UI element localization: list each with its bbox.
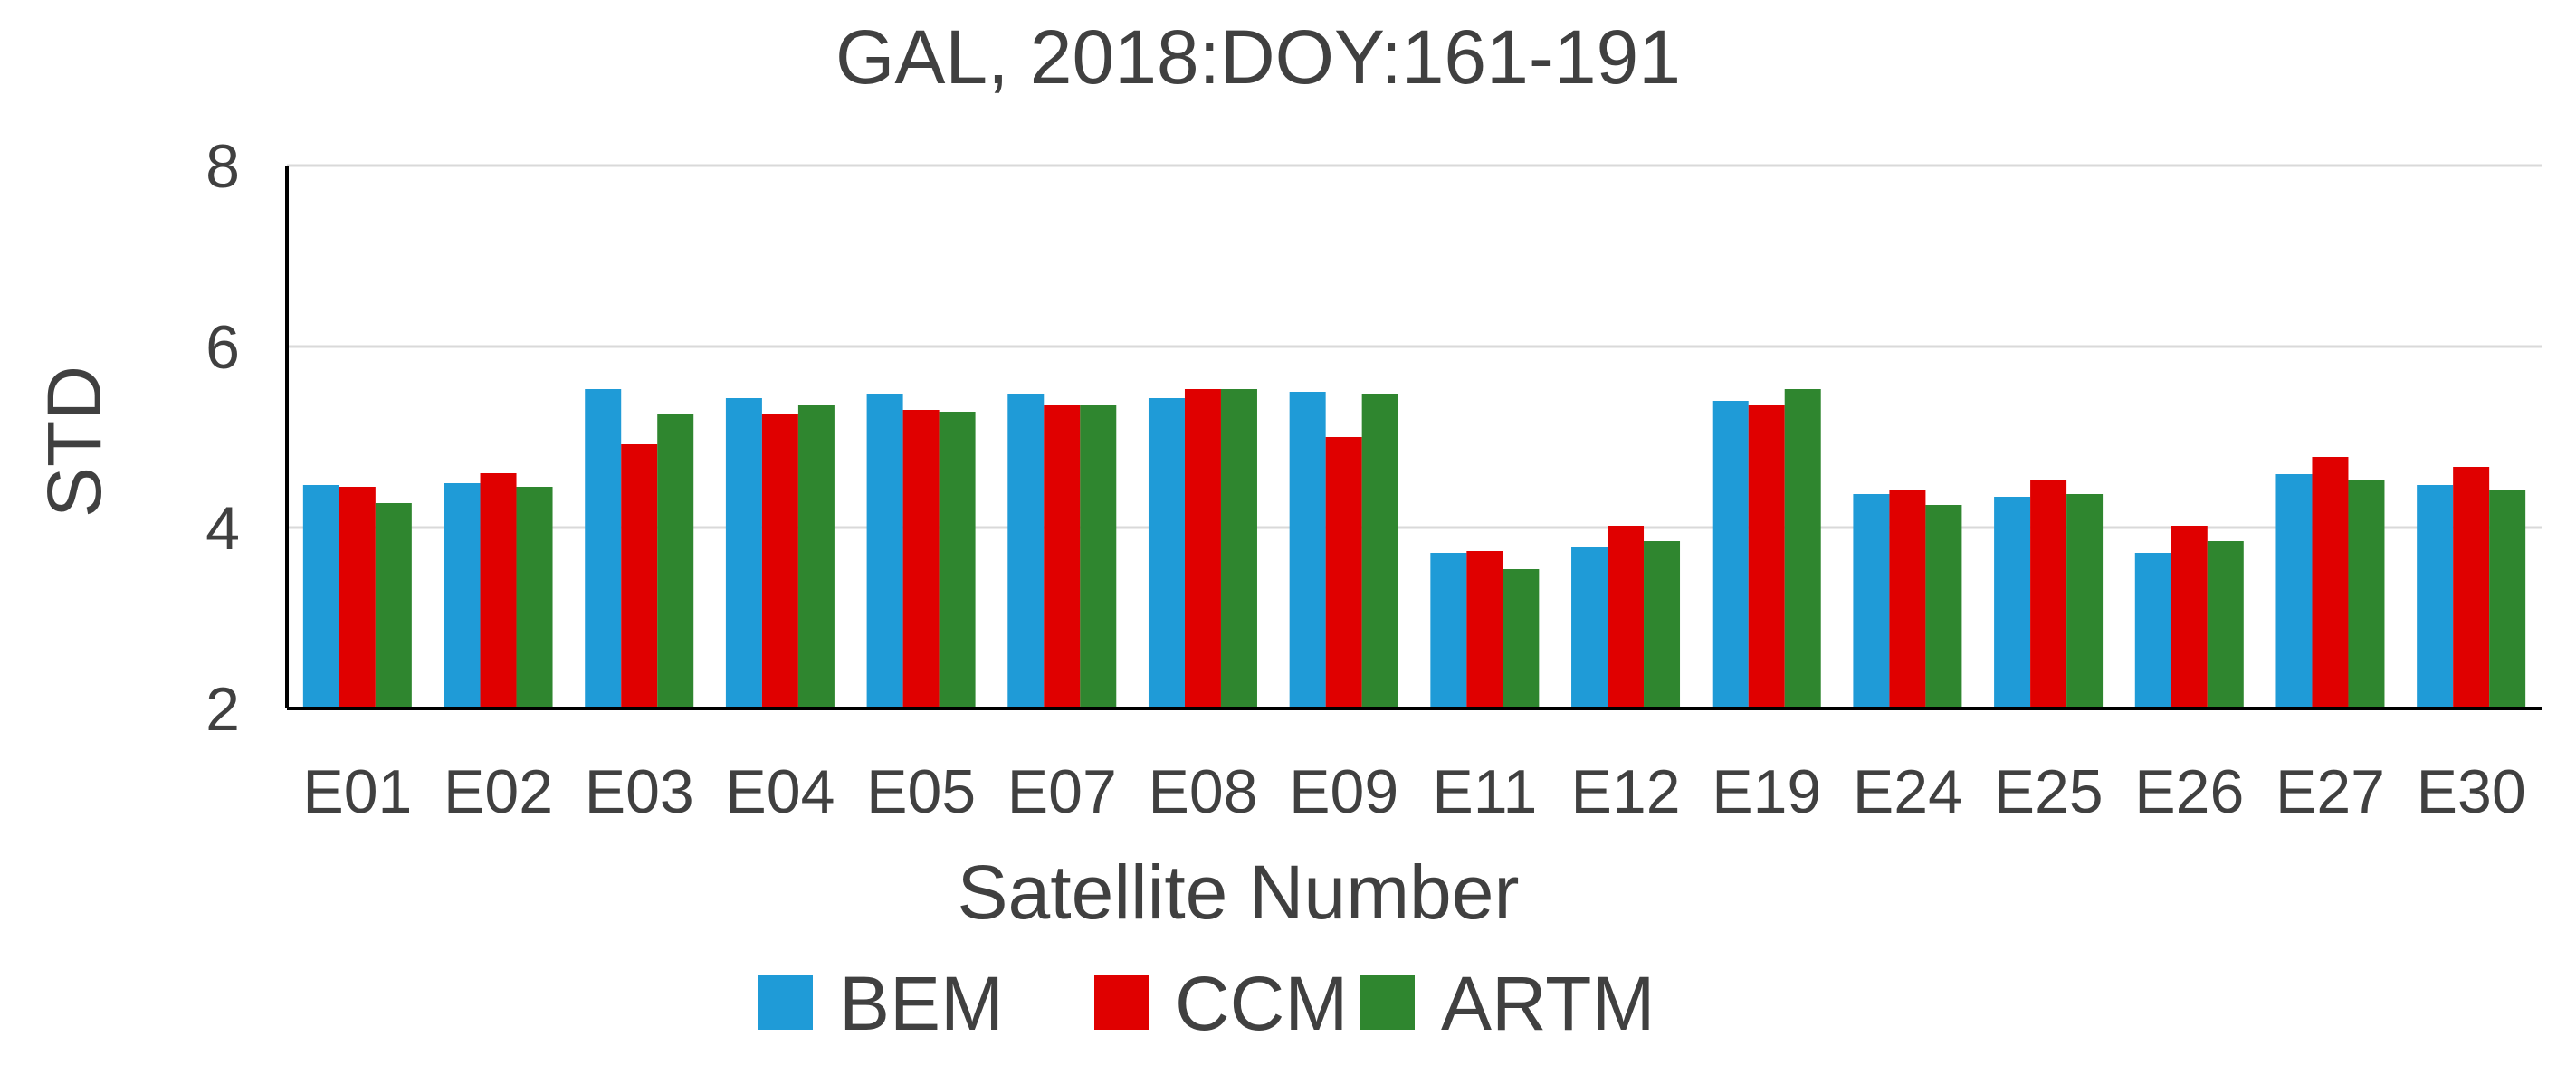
bar-bem-e02 — [444, 483, 481, 708]
bar-ccm-e07 — [1044, 405, 1081, 708]
x-tick-label: E04 — [725, 757, 835, 826]
x-tick-label: E02 — [444, 757, 553, 826]
bar-bem-e08 — [1148, 398, 1185, 708]
bar-ccm-e26 — [2171, 526, 2208, 708]
bar-bem-e27 — [2275, 474, 2313, 708]
x-tick-label: E19 — [1712, 757, 1821, 826]
x-tick-label: E11 — [1432, 757, 1537, 826]
bar-artm-e12 — [1644, 541, 1681, 708]
bar-bem-e01 — [302, 485, 339, 708]
x-tick-label: E01 — [302, 757, 412, 826]
bar-artm-e25 — [2066, 494, 2104, 708]
bar-bem-e19 — [1712, 401, 1749, 708]
bar-artm-e09 — [1361, 394, 1398, 708]
bar-ccm-e09 — [1325, 437, 1362, 708]
x-tick-label: E08 — [1148, 757, 1257, 826]
legend-label-ccm: CCM — [1175, 961, 1348, 1046]
bar-ccm-e01 — [339, 487, 376, 708]
bar-ccm-e08 — [1184, 389, 1221, 708]
x-tick-label: E05 — [866, 757, 976, 826]
bar-bem-e05 — [866, 394, 903, 708]
x-tick-label: E24 — [1853, 757, 1962, 826]
y-tick-label: 6 — [205, 313, 240, 382]
bar-artm-e19 — [1784, 389, 1821, 708]
bar-ccm-e02 — [480, 473, 517, 708]
bar-ccm-e19 — [1748, 405, 1785, 708]
bar-ccm-e25 — [2030, 480, 2067, 708]
x-axis-ticks: E01 E02 E03 E04 E05 E07 E08 E09 E11 E12 E19 E24 E25 E… — [302, 757, 2525, 826]
bar-bem-e26 — [2134, 553, 2171, 708]
bar-artm-e08 — [1220, 389, 1257, 708]
y-tick-label: 4 — [205, 494, 240, 563]
bar-artm-e05 — [939, 412, 976, 708]
bar-ccm-e27 — [2312, 457, 2349, 708]
bars — [302, 389, 2526, 708]
bar-bem-e12 — [1571, 547, 1608, 708]
bar-artm-e30 — [2489, 490, 2526, 708]
y-axis-ticks: 2 4 6 8 — [205, 132, 240, 744]
bar-artm-e04 — [797, 405, 835, 708]
bar-artm-e03 — [657, 414, 694, 708]
axes — [285, 166, 2542, 710]
x-tick-label: E26 — [2134, 757, 2244, 826]
bar-ccm-e04 — [761, 414, 798, 708]
legend-swatch-bem — [758, 975, 813, 1030]
bar-artm-e24 — [1925, 505, 1962, 708]
y-axis-label: STD — [32, 366, 117, 518]
bar-ccm-e30 — [2453, 467, 2490, 708]
bar-bem-e30 — [2417, 485, 2454, 708]
x-tick-label: E03 — [585, 757, 694, 826]
bar-ccm-e05 — [902, 410, 940, 708]
bar-artm-e27 — [2348, 480, 2385, 708]
bar-artm-e26 — [2207, 541, 2244, 708]
bar-ccm-e03 — [621, 444, 658, 708]
bar-bem-e07 — [1007, 394, 1045, 708]
bar-bem-e04 — [725, 398, 762, 708]
chart-title: GAL, 2018:DOY:161-191 — [835, 14, 1681, 100]
bar-bem-e11 — [1430, 553, 1467, 708]
x-tick-label: E07 — [1007, 757, 1117, 826]
x-tick-label: E27 — [2275, 757, 2385, 826]
x-tick-label: E25 — [1994, 757, 2104, 826]
bar-bem-e09 — [1289, 392, 1326, 708]
x-tick-label: E09 — [1289, 757, 1398, 826]
legend-label-bem: BEM — [839, 961, 1004, 1046]
bar-artm-e02 — [516, 487, 553, 708]
bar-ccm-e11 — [1466, 551, 1503, 708]
bar-bem-e25 — [1994, 497, 2031, 708]
legend: BEM CCM ARTM — [758, 961, 1655, 1046]
legend-label-artm: ARTM — [1441, 961, 1655, 1046]
y-tick-label: 2 — [205, 675, 240, 744]
bar-ccm-e12 — [1608, 526, 1645, 708]
x-tick-label: E12 — [1571, 757, 1681, 826]
x-axis-label: Satellite Number — [958, 850, 1520, 935]
bar-artm-e07 — [1080, 405, 1117, 708]
x-tick-label: E30 — [2417, 757, 2526, 826]
bar-artm-e11 — [1503, 569, 1540, 708]
bar-artm-e01 — [375, 503, 412, 708]
y-tick-label: 8 — [205, 132, 240, 201]
bar-ccm-e24 — [1889, 490, 1926, 708]
bar-bem-e24 — [1853, 494, 1890, 708]
bar-bem-e03 — [585, 389, 622, 708]
legend-swatch-artm — [1360, 975, 1415, 1030]
legend-swatch-ccm — [1094, 975, 1149, 1030]
